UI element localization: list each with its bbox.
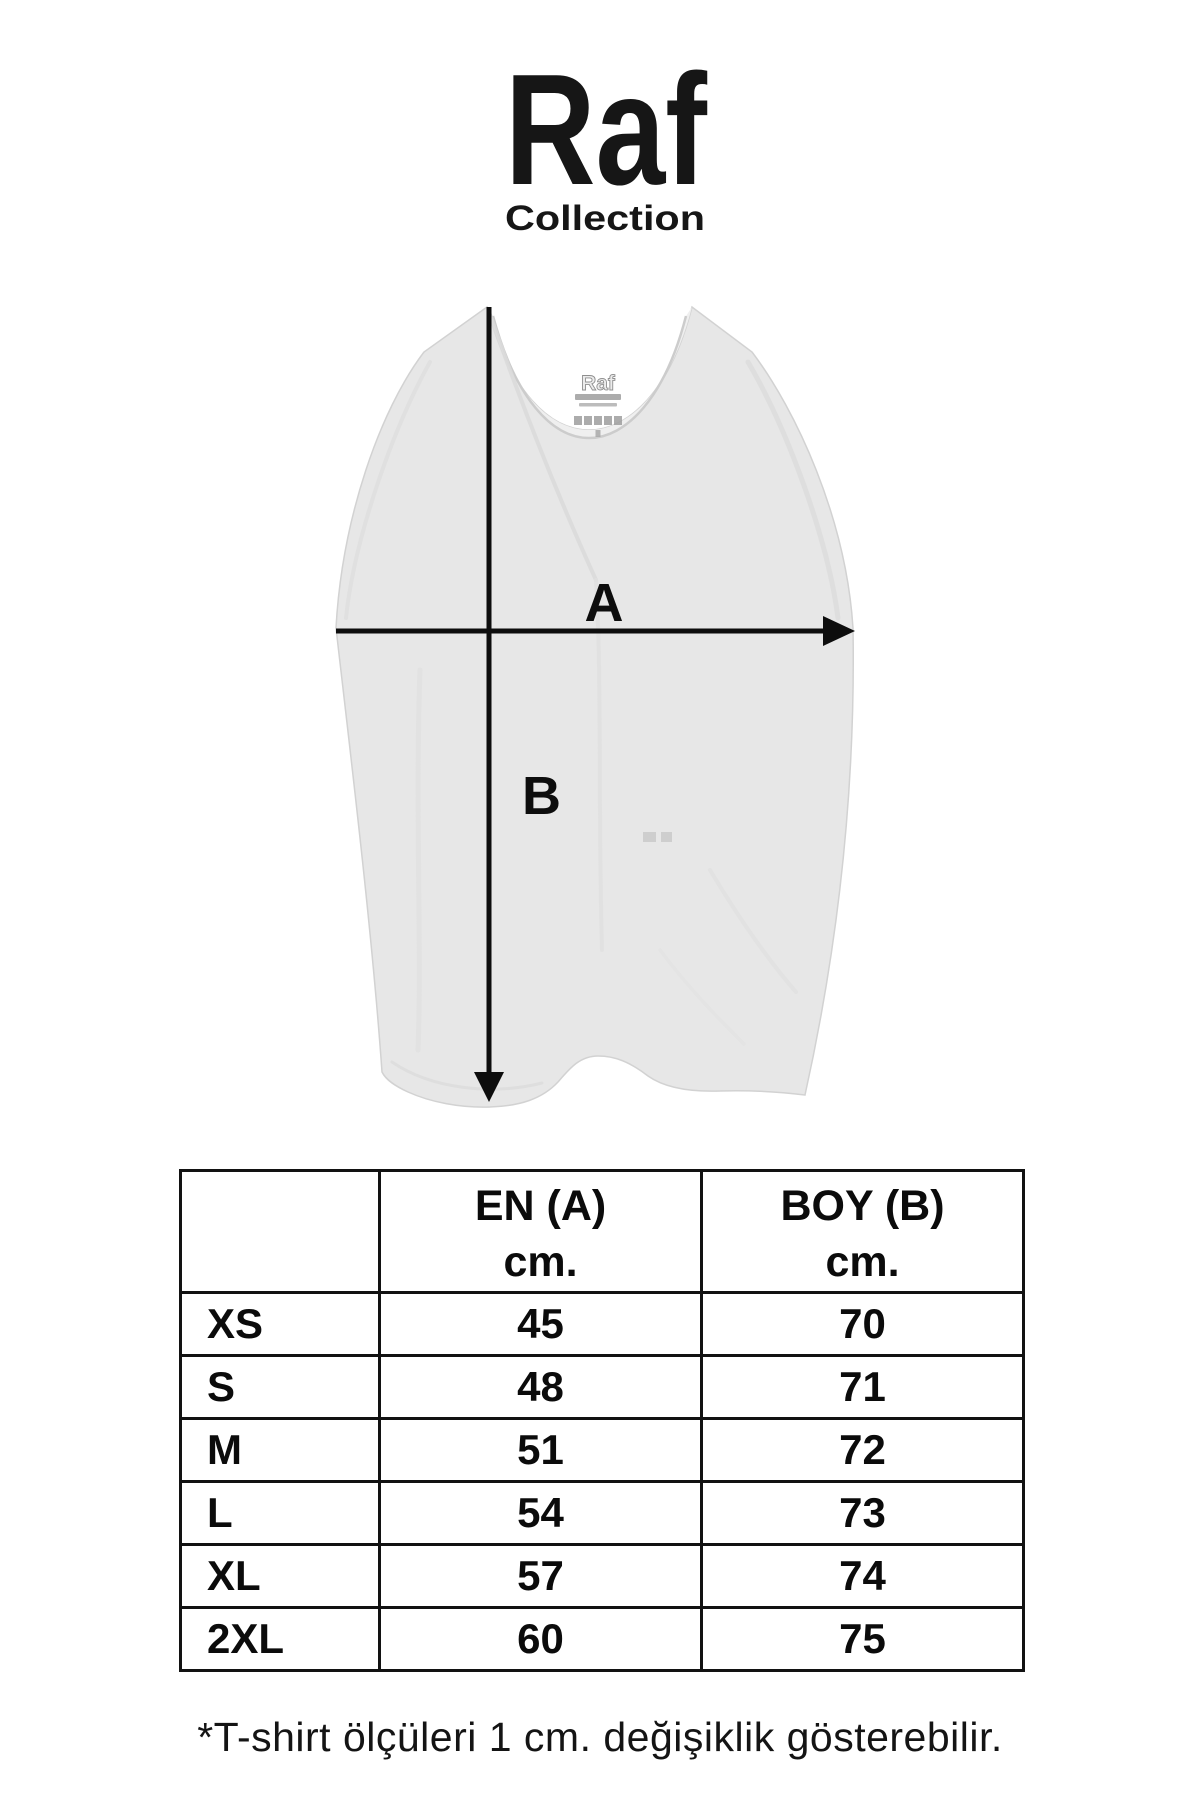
width-value-cell: 48: [378, 1354, 703, 1420]
width-value-cell: 45: [378, 1291, 703, 1357]
width-label: A: [585, 573, 624, 633]
width-arrow: [336, 616, 855, 646]
width-value-cell: 51: [378, 1417, 703, 1483]
brand-logo: Raf Collection: [505, 56, 707, 238]
size-cell: S: [179, 1354, 381, 1420]
length-value-cell: 74: [700, 1543, 1025, 1609]
length-label: B: [522, 766, 561, 826]
length-value-cell: 75: [700, 1606, 1025, 1672]
size-row: 2XL 60 75: [179, 1606, 1025, 1672]
neck-label-line: [575, 394, 621, 400]
width-value-cell: 57: [378, 1543, 703, 1609]
header-unit: cm.: [825, 1237, 900, 1286]
length-value-cell: 71: [700, 1354, 1025, 1420]
size-row: L 54 73: [179, 1480, 1025, 1546]
header-cell-size: [179, 1169, 381, 1294]
fabric-folds: [344, 310, 841, 1091]
size-cell: XS: [179, 1291, 381, 1357]
header-row: EN (A) cm. BOY (B) cm.: [179, 1169, 1025, 1294]
arrowhead-right-icon: [823, 616, 855, 646]
neck-label-brand: Raf: [581, 372, 616, 395]
size-cell: XL: [179, 1543, 381, 1609]
width-value-cell: 54: [378, 1480, 703, 1546]
width-value-cell: 60: [378, 1606, 703, 1672]
care-icons: [574, 416, 622, 425]
size-cell: L: [179, 1480, 381, 1546]
arrowhead-down-icon: [474, 1072, 504, 1102]
length-value-cell: 73: [700, 1480, 1025, 1546]
size-row: XS 45 70: [179, 1291, 1025, 1357]
footnote: *T-shirt ölçüleri 1 cm. değişiklik göste…: [197, 1714, 1003, 1760]
size-row: M 51 72: [179, 1417, 1025, 1483]
size-row: S 48 71: [179, 1354, 1025, 1420]
brand-wordmark: Raf: [505, 56, 707, 218]
header-label: BOY (B): [780, 1181, 945, 1230]
length-value-cell: 72: [700, 1417, 1025, 1483]
header-cell-length: BOY (B) cm.: [700, 1169, 1025, 1294]
shirt-diagram: Raf A B: [335, 305, 855, 1108]
length-arrow: [474, 307, 504, 1102]
header-label: EN (A): [474, 1181, 607, 1230]
size-table: EN (A) cm. BOY (B) cm. XS 45 70 S 48 71: [179, 1169, 1025, 1672]
neck-label-line: [579, 403, 617, 407]
fabric-marks: [643, 832, 672, 842]
shirt-silhouette: [335, 305, 855, 1108]
header-unit: cm.: [503, 1237, 578, 1286]
brand-subtitle: Collection: [505, 199, 705, 238]
length-value-cell: 70: [700, 1291, 1025, 1357]
neck-label: Raf: [574, 372, 622, 437]
collar-seam: [491, 315, 688, 440]
size-cell: M: [179, 1417, 381, 1483]
size-row: XL 57 74: [179, 1543, 1025, 1609]
size-cell: 2XL: [179, 1606, 381, 1672]
neck-label-size-mark: [595, 430, 601, 437]
header-cell-width: EN (A) cm.: [378, 1169, 703, 1294]
